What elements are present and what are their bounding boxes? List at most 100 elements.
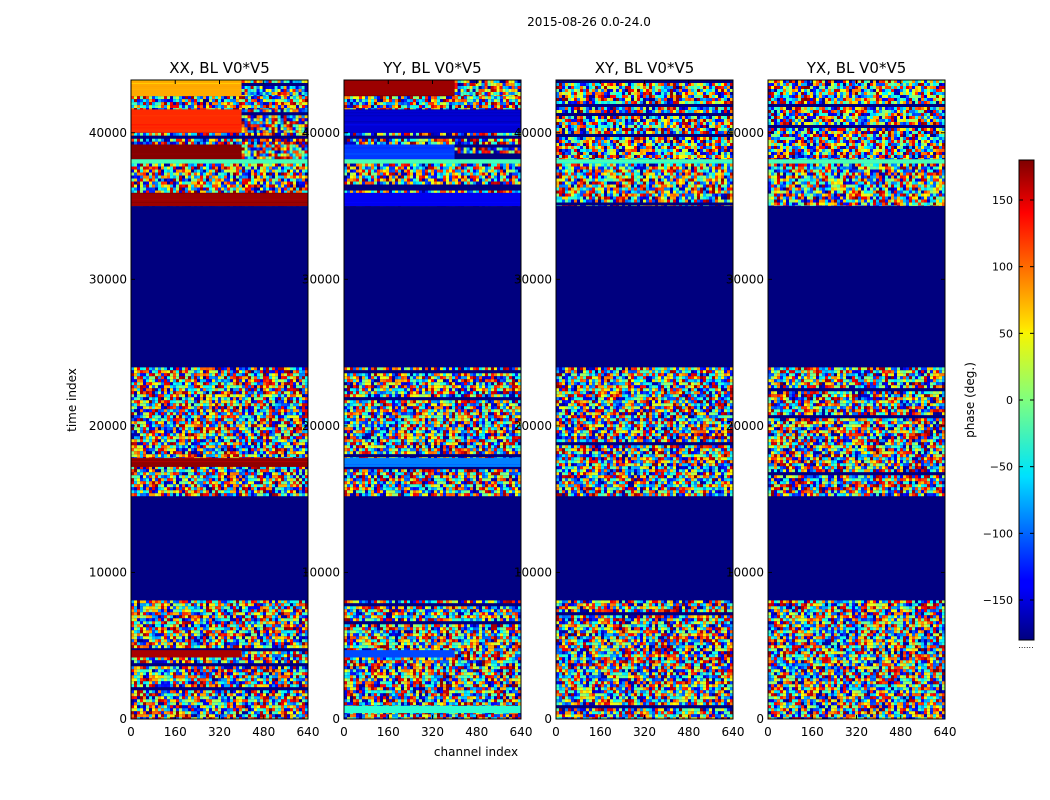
noise-cell: [182, 412, 185, 416]
noise-cell: [251, 493, 254, 497]
noise-cell: [140, 714, 143, 718]
noise-cell: [137, 699, 140, 703]
noise-cell: [146, 621, 149, 625]
noise-cell: [263, 705, 266, 709]
noise-cell: [215, 627, 218, 631]
noise-cell: [206, 373, 209, 377]
noise-cell: [242, 612, 245, 616]
noise-cell: [239, 666, 242, 670]
noise-cell: [215, 412, 218, 416]
noise-cell: [197, 606, 200, 610]
noise-cell: [197, 645, 200, 649]
noise-cell: [155, 430, 158, 434]
noise-cell: [227, 166, 230, 170]
noise-cell: [134, 367, 137, 371]
noise-cell: [146, 406, 149, 410]
noise-cell: [254, 370, 257, 374]
noise-cell: [248, 490, 251, 494]
noise-cell: [287, 702, 290, 706]
noise-cell: [206, 388, 209, 392]
noise-cell: [242, 400, 245, 404]
noise-cell: [296, 624, 299, 628]
noise-cell: [254, 666, 257, 670]
noise-cell: [266, 400, 269, 404]
noise-cell: [152, 493, 155, 497]
noise-cell: [263, 400, 266, 404]
noise-cell: [215, 711, 218, 715]
noise-cell: [212, 445, 215, 449]
noise-cell: [164, 675, 167, 679]
noise-cell: [200, 391, 203, 395]
noise-cell: [248, 370, 251, 374]
noise-cell: [161, 394, 164, 398]
noise-cell: [257, 642, 260, 646]
noise-cell: [152, 379, 155, 383]
noise-cell: [170, 696, 173, 700]
noise-cell: [293, 651, 296, 655]
noise-cell: [131, 466, 134, 470]
noise-cell: [227, 699, 230, 703]
noise-cell: [284, 412, 287, 416]
noise-cell: [200, 466, 203, 470]
noise-cell: [188, 370, 191, 374]
noise-cell: [239, 172, 242, 176]
noise-cell: [206, 415, 209, 419]
noise-cell: [161, 624, 164, 628]
noise-cell: [149, 490, 152, 494]
noise-cell: [230, 451, 233, 455]
noise-cell: [245, 627, 248, 631]
noise-cell: [266, 675, 269, 679]
noise-cell: [296, 693, 299, 697]
noise-cell: [137, 708, 140, 712]
noise-cell: [215, 672, 218, 676]
noise-cell: [263, 442, 266, 446]
noise-cell: [230, 660, 233, 664]
noise-cell: [275, 409, 278, 413]
noise-cell: [212, 487, 215, 491]
noise-cell: [290, 367, 293, 371]
noise-cell: [299, 472, 302, 476]
noise-cell: [137, 717, 140, 719]
noise-cell: [149, 711, 152, 715]
noise-cell: [230, 385, 233, 389]
noise-cell: [140, 385, 143, 389]
noise-cell: [158, 645, 161, 649]
noise-cell: [284, 717, 287, 719]
noise-cell: [140, 421, 143, 425]
noise-cell: [281, 382, 284, 386]
noise-cell: [140, 600, 143, 604]
noise-cell: [152, 600, 155, 604]
noise-cell: [299, 169, 302, 173]
noise-cell: [194, 645, 197, 649]
noise-cell: [278, 669, 281, 673]
noise-cell: [146, 442, 149, 446]
noise-cell: [266, 702, 269, 706]
noise-cell: [179, 481, 182, 485]
noise-cell: [218, 660, 221, 664]
noise-cell: [233, 681, 236, 685]
noise-cell: [245, 469, 248, 473]
noise-cell: [221, 714, 224, 718]
noise-cell: [197, 490, 200, 494]
noise-cell: [185, 427, 188, 431]
noise-cell: [302, 163, 305, 167]
noise-cell: [245, 373, 248, 377]
noise-cell: [194, 699, 197, 703]
noise-cell: [245, 367, 248, 371]
noise-cell: [260, 603, 263, 607]
noise-cell: [266, 424, 269, 428]
noise-cell: [272, 169, 275, 173]
noise-cell: [254, 493, 257, 497]
noise-cell: [230, 391, 233, 395]
noise-cell: [227, 376, 230, 380]
noise-cell: [257, 376, 260, 380]
noise-cell: [254, 376, 257, 380]
noise-cell: [176, 436, 179, 440]
noise-cell: [152, 618, 155, 622]
noise-cell: [257, 717, 260, 719]
noise-cell: [266, 436, 269, 440]
flagged-band: [131, 206, 308, 368]
noise-cell: [224, 451, 227, 455]
noise-cell: [200, 451, 203, 455]
noise-cell: [281, 678, 284, 682]
